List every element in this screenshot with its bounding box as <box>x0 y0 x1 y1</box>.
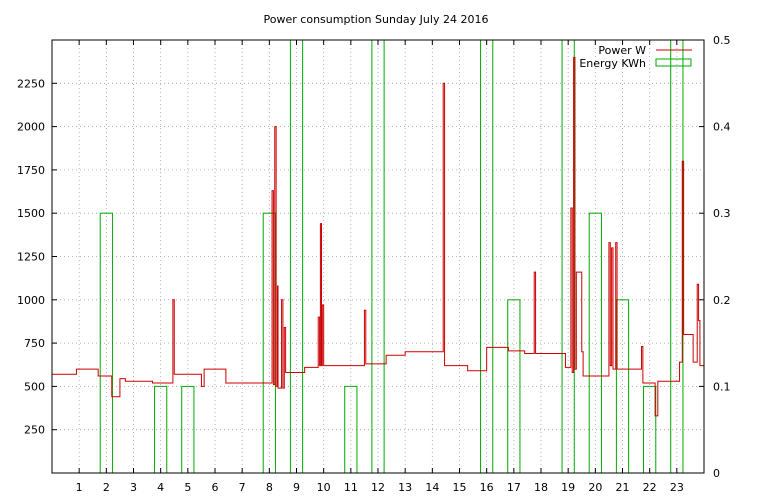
energy-bar <box>507 299 521 474</box>
x-tick-label: 16 <box>480 481 494 494</box>
x-tick-label: 19 <box>561 481 575 494</box>
x-tick-label: 9 <box>293 481 300 494</box>
x-tick-label: 13 <box>398 481 412 494</box>
y2-tick-label: 0 <box>713 467 720 480</box>
x-tick-label: 23 <box>670 481 684 494</box>
y-tick-label: 500 <box>24 380 45 393</box>
x-tick-label: 22 <box>643 481 657 494</box>
y-tick-label: 1750 <box>17 164 45 177</box>
y-tick-label: 2250 <box>17 77 45 90</box>
legend-key-energy <box>655 58 692 67</box>
y2-tick-label: 0.2 <box>713 294 731 307</box>
x-tick-label: 5 <box>184 481 191 494</box>
x-tick-label: 17 <box>507 481 521 494</box>
y-tick-label: 250 <box>24 424 45 437</box>
y-tick-label: 1000 <box>17 294 45 307</box>
x-tick-label: 21 <box>616 481 630 494</box>
power-line <box>52 56 704 417</box>
grid <box>52 40 704 473</box>
x-tick-label: 3 <box>130 481 137 494</box>
y-tick-label: 1500 <box>17 207 45 220</box>
y2-tick-label: 0.1 <box>713 380 731 393</box>
x-tick-label: 15 <box>453 481 467 494</box>
axes: 1 2 3 4 5 6 7 8 9 10 11 12 13 14 15 16 17 18 19 20 21 22 23250… <box>17 34 731 494</box>
x-tick-label: 1 <box>76 481 83 494</box>
x-tick-label: 10 <box>317 481 331 494</box>
x-tick-label: 20 <box>588 481 602 494</box>
y2-tick-label: 0.5 <box>713 34 731 47</box>
x-tick-label: 11 <box>344 481 358 494</box>
x-tick-label: 8 <box>266 481 273 494</box>
x-tick-label: 7 <box>239 481 246 494</box>
x-tick-label: 18 <box>534 481 548 494</box>
energy-bar <box>615 299 630 474</box>
x-tick-label: 2 <box>103 481 110 494</box>
power-series <box>52 56 704 417</box>
y2-tick-label: 0.4 <box>713 121 731 134</box>
y2-tick-label: 0.3 <box>713 207 731 220</box>
x-tick-label: 4 <box>157 481 164 494</box>
chart-title: Power consumption Sunday July 24 2016 <box>264 13 489 26</box>
y-tick-label: 2000 <box>17 121 45 134</box>
legend-label-energy: Energy KWh <box>579 57 646 70</box>
x-tick-label: 6 <box>212 481 219 494</box>
legend-label-power: Power W <box>598 44 646 57</box>
y-tick-label: 1250 <box>17 251 45 264</box>
x-tick-label: 12 <box>371 481 385 494</box>
y-tick-label: 750 <box>24 337 45 350</box>
x-tick-label: 14 <box>425 481 439 494</box>
